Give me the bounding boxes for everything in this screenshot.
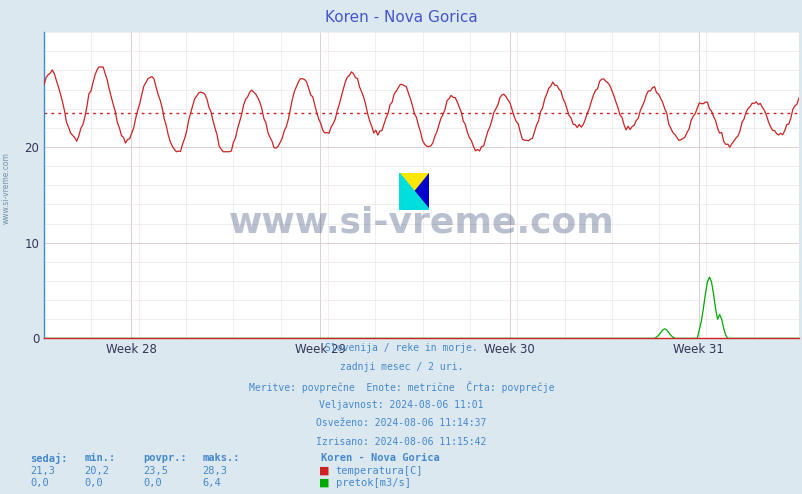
Polygon shape <box>399 173 429 210</box>
Text: ■: ■ <box>318 466 329 476</box>
Text: 6,4: 6,4 <box>202 478 221 488</box>
Text: 0,0: 0,0 <box>84 478 103 488</box>
Text: maks.:: maks.: <box>202 453 240 463</box>
Text: Izrisano: 2024-08-06 11:15:42: Izrisano: 2024-08-06 11:15:42 <box>316 437 486 447</box>
Text: 28,3: 28,3 <box>202 466 227 476</box>
Text: Veljavnost: 2024-08-06 11:01: Veljavnost: 2024-08-06 11:01 <box>319 400 483 410</box>
Text: povpr.:: povpr.: <box>143 453 186 463</box>
Text: Koren - Nova Gorica: Koren - Nova Gorica <box>321 453 439 463</box>
Polygon shape <box>399 173 429 210</box>
Text: temperatura[C]: temperatura[C] <box>335 466 423 476</box>
Text: 0,0: 0,0 <box>143 478 161 488</box>
Text: ■: ■ <box>318 478 329 488</box>
Text: Osveženo: 2024-08-06 11:14:37: Osveženo: 2024-08-06 11:14:37 <box>316 418 486 428</box>
Text: 0,0: 0,0 <box>30 478 49 488</box>
Text: 21,3: 21,3 <box>30 466 55 476</box>
Polygon shape <box>399 173 429 210</box>
Text: Slovenija / reke in morje.: Slovenija / reke in morje. <box>325 343 477 353</box>
Text: pretok[m3/s]: pretok[m3/s] <box>335 478 410 488</box>
Text: 23,5: 23,5 <box>143 466 168 476</box>
Text: www.si-vreme.com: www.si-vreme.com <box>229 205 614 239</box>
Text: sedaj:: sedaj: <box>30 453 68 464</box>
Text: Meritve: povprečne  Enote: metrične  Črta: povprečje: Meritve: povprečne Enote: metrične Črta:… <box>249 381 553 393</box>
Text: www.si-vreme.com: www.si-vreme.com <box>2 152 11 224</box>
Text: zadnji mesec / 2 uri.: zadnji mesec / 2 uri. <box>339 362 463 372</box>
Text: min.:: min.: <box>84 453 115 463</box>
Text: Koren - Nova Gorica: Koren - Nova Gorica <box>325 10 477 25</box>
Text: 20,2: 20,2 <box>84 466 109 476</box>
